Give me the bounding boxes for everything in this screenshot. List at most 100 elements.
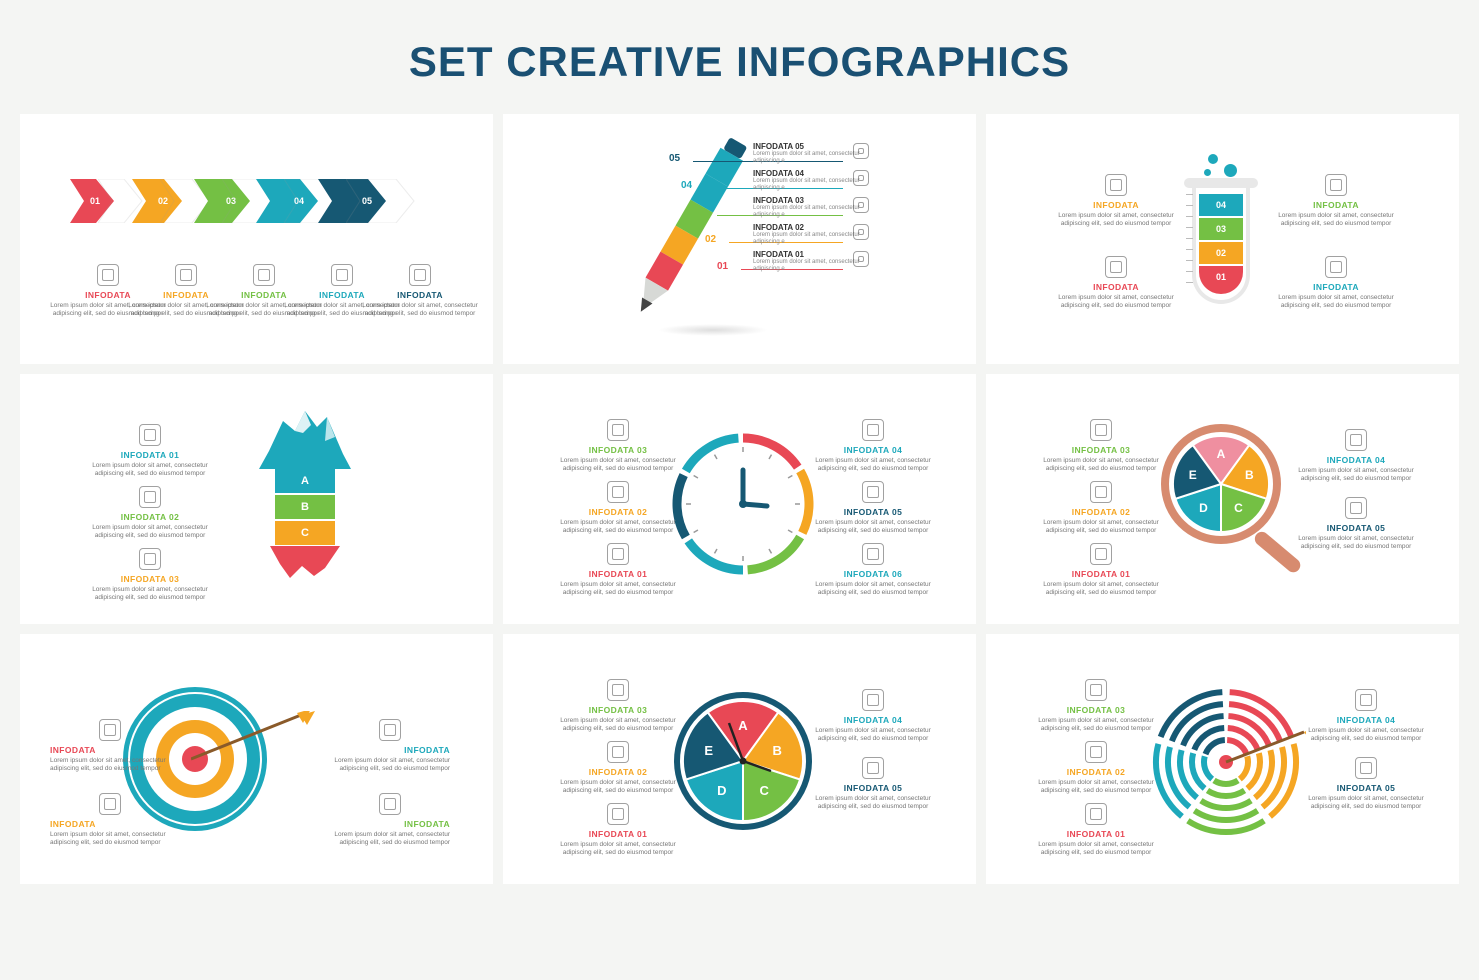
- info-icon: [175, 264, 197, 286]
- info-desc: Lorem ipsum dolor sit amet, consectetur …: [558, 779, 678, 795]
- info-block: INFODATA 02 Lorem ipsum dolor sit amet, …: [1036, 741, 1156, 795]
- info-desc: Lorem ipsum dolor sit amet, consectetur …: [90, 586, 210, 602]
- pen-num-01: 01: [717, 261, 728, 272]
- info-icon: [1325, 174, 1347, 196]
- card-tube: 04030201 INFODATA Lorem ipsum dolor sit …: [986, 114, 1459, 364]
- info-block: INFODATA 04 Lorem ipsum dolor sit amet, …: [1306, 689, 1426, 743]
- info-block: INFODATA 01 Lorem ipsum dolor sit amet, …: [558, 543, 678, 597]
- info-desc: Lorem ipsum dolor sit amet, consectetur …: [1276, 212, 1396, 228]
- bubble-icon: [1208, 154, 1218, 164]
- info-block: INFODATA 02 Lorem ipsum dolor sit amet, …: [90, 486, 210, 540]
- info-desc: Lorem ipsum dolor sit amet, consectetur …: [1036, 779, 1156, 795]
- info-label: INFODATA 05: [813, 507, 933, 517]
- info-block: INFODATA 01 Lorem ipsum dolor sit amet, …: [90, 424, 210, 478]
- info-icon: [607, 803, 629, 825]
- info-icon: [1090, 543, 1112, 565]
- info-block: INFODATA 05 Lorem ipsum dolor sit amet, …: [1306, 757, 1426, 811]
- info-desc: Lorem ipsum dolor sit amet, consectetur …: [1041, 581, 1161, 597]
- info-label: INFODATA 01: [1041, 569, 1161, 579]
- info-label: INFODATA: [1276, 282, 1396, 292]
- info-block: INFODATA Lorem ipsum dolor sit amet, con…: [330, 793, 450, 847]
- info-desc: Lorem ipsum dolor sit amet, consectetur …: [813, 457, 933, 473]
- info-desc: Lorem ipsum dolor sit amet, consectetur …: [813, 795, 933, 811]
- info-desc: Lorem ipsum dolor sit amet, consectetur …: [50, 757, 170, 773]
- info-icon: [607, 481, 629, 503]
- info-block: INFODATA 05 Lorem ipsum dolor sit amet, …: [813, 757, 933, 811]
- info-block: INFODATA 03 Lorem ipsum dolor sit amet, …: [558, 419, 678, 473]
- svg-text:D: D: [1199, 501, 1208, 515]
- info-desc: Lorem ipsum dolor sit amet, consectetur …: [90, 524, 210, 540]
- info-block: INFODATA Lorem ipsum dolor sit amet, con…: [1056, 256, 1176, 310]
- info-block: INFODATA 04 Lorem ipsum dolor sit amet, …: [1296, 429, 1416, 483]
- info-icon: [379, 719, 401, 741]
- info-label: INFODATA 02: [1041, 507, 1161, 517]
- svg-text:D: D: [717, 783, 726, 798]
- info-desc: Lorem ipsum dolor sit amet, consectetur …: [360, 302, 480, 318]
- info-block: INFODATA 03 Lorem ipsum dolor sit amet, …: [1041, 419, 1161, 473]
- info-desc: Lorem ipsum dolor sit amet, consectetur …: [813, 727, 933, 743]
- pen-num-04: 04: [681, 180, 692, 191]
- info-icon: [607, 741, 629, 763]
- info-icon: [139, 424, 161, 446]
- info-label: INFODATA: [1056, 200, 1176, 210]
- info-icon: [862, 689, 884, 711]
- bubble-icon: [1224, 164, 1237, 177]
- info-desc: Lorem ipsum dolor sit amet, consectetur …: [1056, 212, 1176, 228]
- info-icon: [331, 264, 353, 286]
- bubble-icon: [1204, 169, 1211, 176]
- info-icon: [1325, 256, 1347, 278]
- svg-text:E: E: [704, 743, 713, 758]
- card-clock: INFODATA 03 Lorem ipsum dolor sit amet, …: [503, 374, 976, 624]
- pen-label-01: INFODATA 01: [753, 250, 804, 259]
- target-arcs-icon: [1146, 682, 1306, 842]
- pen-label-03: INFODATA 03: [753, 196, 804, 205]
- info-label: INFODATA: [330, 745, 450, 755]
- pen-num-05: 05: [669, 153, 680, 164]
- info-icon: [1090, 481, 1112, 503]
- info-label: INFODATA 04: [1306, 715, 1426, 725]
- info-label: INFODATA 01: [558, 829, 678, 839]
- info-icon: [99, 793, 121, 815]
- page-title: SET CREATIVE INFOGRAPHICS: [10, 38, 1469, 86]
- info-desc: Lorem ipsum dolor sit amet, consectetur …: [1306, 795, 1426, 811]
- pen-desc-05: Lorem ipsum dolor sit amet, consectetur …: [753, 151, 863, 165]
- info-block: INFODATA 03 Lorem ipsum dolor sit amet, …: [1036, 679, 1156, 733]
- info-icon: [1090, 419, 1112, 441]
- info-label: INFODATA 02: [1036, 767, 1156, 777]
- info-icon: [139, 548, 161, 570]
- info-icon: [862, 481, 884, 503]
- info-block: INFODATA 02 Lorem ipsum dolor sit amet, …: [558, 741, 678, 795]
- info-desc: Lorem ipsum dolor sit amet, consectetur …: [558, 457, 678, 473]
- pen-step-icon: [853, 143, 869, 159]
- info-block: INFODATA Lorem ipsum dolor sit amet, con…: [50, 719, 170, 773]
- card-magnifier: ABCDE INFODATA 03 Lorem ipsum dolor sit …: [986, 374, 1459, 624]
- info-desc: Lorem ipsum dolor sit amet, consectetur …: [1041, 519, 1161, 535]
- info-icon: [1355, 757, 1377, 779]
- svg-text:C: C: [1234, 501, 1243, 515]
- svg-text:C: C: [759, 783, 769, 798]
- info-label: INFODATA 01: [90, 450, 210, 460]
- card-pieclock: ABCDE INFODATA 03 Lorem ipsum dolor sit …: [503, 634, 976, 884]
- target-arrow-icon: [191, 711, 321, 766]
- tube-tick: [1186, 249, 1193, 250]
- pieclock-icon: ABCDE: [668, 686, 818, 836]
- info-desc: Lorem ipsum dolor sit amet, consectetur …: [1306, 727, 1426, 743]
- info-icon: [1345, 497, 1367, 519]
- info-desc: Lorem ipsum dolor sit amet, consectetur …: [1056, 294, 1176, 310]
- info-desc: Lorem ipsum dolor sit amet, consectetur …: [558, 717, 678, 733]
- info-label: INFODATA: [1056, 282, 1176, 292]
- info-block: INFODATA 02 Lorem ipsum dolor sit amet, …: [1041, 481, 1161, 535]
- info-block: INFODATA Lorem ipsum dolor sit amet, con…: [360, 264, 480, 318]
- info-icon: [97, 264, 119, 286]
- pen-label-02: INFODATA 02: [753, 223, 804, 232]
- info-label: INFODATA 04: [813, 445, 933, 455]
- info-block: INFODATA Lorem ipsum dolor sit amet, con…: [1276, 174, 1396, 228]
- ice-seg-C: C: [275, 521, 335, 545]
- info-label: INFODATA 03: [1041, 445, 1161, 455]
- info-label: INFODATA 06: [813, 569, 933, 579]
- info-label: INFODATA: [50, 745, 170, 755]
- svg-text:A: A: [1217, 447, 1226, 461]
- arrow-ghost-05: [346, 179, 416, 223]
- iceberg-bottom-icon: [270, 546, 340, 581]
- info-label: INFODATA 03: [1036, 705, 1156, 715]
